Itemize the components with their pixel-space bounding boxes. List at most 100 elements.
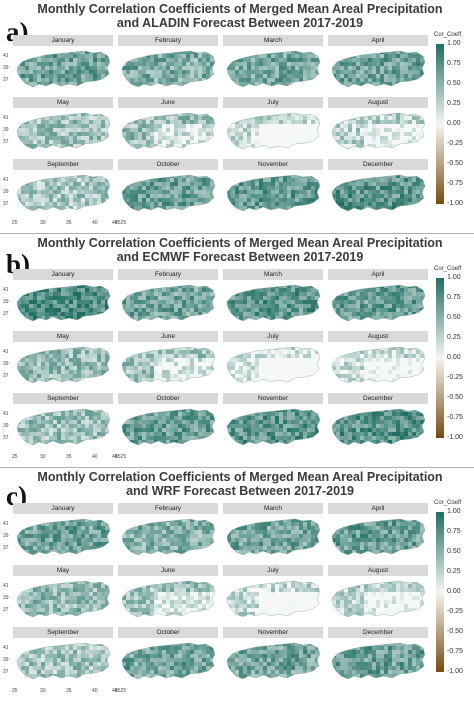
- x-tick-label: 25: [12, 220, 18, 226]
- correlation-map: [16, 284, 111, 322]
- legend-tick-label: 0.25: [447, 100, 461, 107]
- legend-color-bar: [436, 278, 444, 438]
- month-title: December: [328, 627, 428, 638]
- correlation-map: [121, 50, 216, 88]
- month-title: August: [328, 331, 428, 342]
- y-tick-label: 39: [3, 533, 9, 539]
- correlation-map: [226, 174, 321, 212]
- month-title: May: [13, 97, 113, 108]
- month-title: November: [223, 627, 323, 638]
- month-title: July: [223, 331, 323, 342]
- month-map: February: [118, 503, 218, 563]
- x-tick-label: 35: [66, 688, 72, 694]
- month-map: November: [223, 159, 323, 219]
- legend-title: Cor_Coeff: [434, 32, 462, 38]
- y-tick-label: 41: [3, 115, 9, 121]
- month-map: October: [118, 627, 218, 687]
- month-map: August: [328, 97, 428, 157]
- y-tick-label: 39: [3, 189, 9, 195]
- correlation-map: [16, 174, 111, 212]
- month-map: May: [13, 331, 113, 391]
- y-tick-label: 41: [3, 177, 9, 183]
- month-map: April: [328, 35, 428, 95]
- month-map: August: [328, 331, 428, 391]
- month-map: August: [328, 565, 428, 625]
- y-tick-label: 41: [3, 583, 9, 589]
- y-tick-label: 37: [3, 201, 9, 207]
- legend-tick-label: 0.75: [447, 294, 461, 301]
- y-tick-label: 37: [3, 607, 9, 613]
- legend-tick-label: -0.25: [447, 374, 463, 381]
- correlation-map: [16, 642, 111, 680]
- legend-tick-label: -1.00: [447, 434, 463, 441]
- x-tick-label: 4525: [115, 688, 127, 694]
- x-tick-label: 40: [92, 454, 98, 460]
- legend-color-bar: [436, 44, 444, 204]
- panel-title-line2: and ALADIN Forecast Between 2017-2019: [116, 16, 364, 30]
- month-title: June: [118, 565, 218, 576]
- x-tick-label: 45: [112, 454, 118, 460]
- month-title: May: [13, 565, 113, 576]
- correlation-map: [16, 346, 111, 384]
- legend-tick-label: -1.00: [447, 200, 463, 207]
- x-tick-label: 30: [40, 454, 46, 460]
- month-map: October: [118, 159, 218, 219]
- legend-tick-label: -0.25: [447, 140, 463, 147]
- month-map: June: [118, 331, 218, 391]
- panel-a: Monthly Correlation Coefficients of Merg…: [0, 0, 474, 233]
- month-map: July: [223, 331, 323, 391]
- correlation-map: [121, 518, 216, 556]
- correlation-map: [331, 518, 426, 556]
- month-map: March: [223, 269, 323, 329]
- month-title: October: [118, 393, 218, 404]
- y-tick-label: 37: [3, 311, 9, 317]
- panel-b: Monthly Correlation Coefficients of Merg…: [0, 234, 474, 467]
- legend-tick-label: -0.50: [447, 628, 463, 635]
- month-map: November: [223, 393, 323, 453]
- legend-tick-label: 0.75: [447, 60, 461, 67]
- month-map: September: [13, 159, 113, 219]
- legend-title: Cor_Coeff: [434, 266, 462, 272]
- divider: [0, 467, 474, 468]
- month-map: March: [223, 35, 323, 95]
- y-tick-label: 41: [3, 53, 9, 59]
- correlation-map: [331, 580, 426, 618]
- y-tick-label: 37: [3, 77, 9, 83]
- y-tick-label: 37: [3, 139, 9, 145]
- correlation-map: [16, 50, 111, 88]
- correlation-map: [121, 174, 216, 212]
- panel-title-line2: and WRF Forecast Between 2017-2019: [126, 484, 354, 498]
- month-map: May: [13, 97, 113, 157]
- x-tick-label: 30: [40, 688, 46, 694]
- legend-tick-label: 0.50: [447, 314, 461, 321]
- correlation-map: [331, 284, 426, 322]
- panel-c: Monthly Correlation Coefficients of Merg…: [0, 468, 474, 705]
- x-tick-label: 40: [92, 220, 98, 226]
- month-map: September: [13, 393, 113, 453]
- y-tick-label: 39: [3, 361, 9, 367]
- month-title: February: [118, 503, 218, 514]
- correlation-map: [331, 50, 426, 88]
- month-title: August: [328, 97, 428, 108]
- month-title: January: [13, 35, 113, 46]
- month-map: June: [118, 565, 218, 625]
- correlation-map: [226, 580, 321, 618]
- legend-tick-label: -0.50: [447, 394, 463, 401]
- month-map: June: [118, 97, 218, 157]
- y-tick-label: 39: [3, 595, 9, 601]
- correlation-map: [331, 346, 426, 384]
- panel-title-line1: Monthly Correlation Coefficients of Merg…: [37, 470, 443, 484]
- correlation-map: [226, 346, 321, 384]
- y-tick-label: 37: [3, 669, 9, 675]
- correlation-map: [121, 112, 216, 150]
- month-title: June: [118, 97, 218, 108]
- x-tick-label: 45: [112, 220, 118, 226]
- y-tick-label: 41: [3, 349, 9, 355]
- y-tick-label: 41: [3, 411, 9, 417]
- panel-title-line1: Monthly Correlation Coefficients of Merg…: [37, 236, 443, 250]
- month-map: November: [223, 627, 323, 687]
- correlation-map: [121, 346, 216, 384]
- y-tick-label: 39: [3, 657, 9, 663]
- y-tick-label: 41: [3, 521, 9, 527]
- legend-title: Cor_Coeff: [434, 500, 462, 506]
